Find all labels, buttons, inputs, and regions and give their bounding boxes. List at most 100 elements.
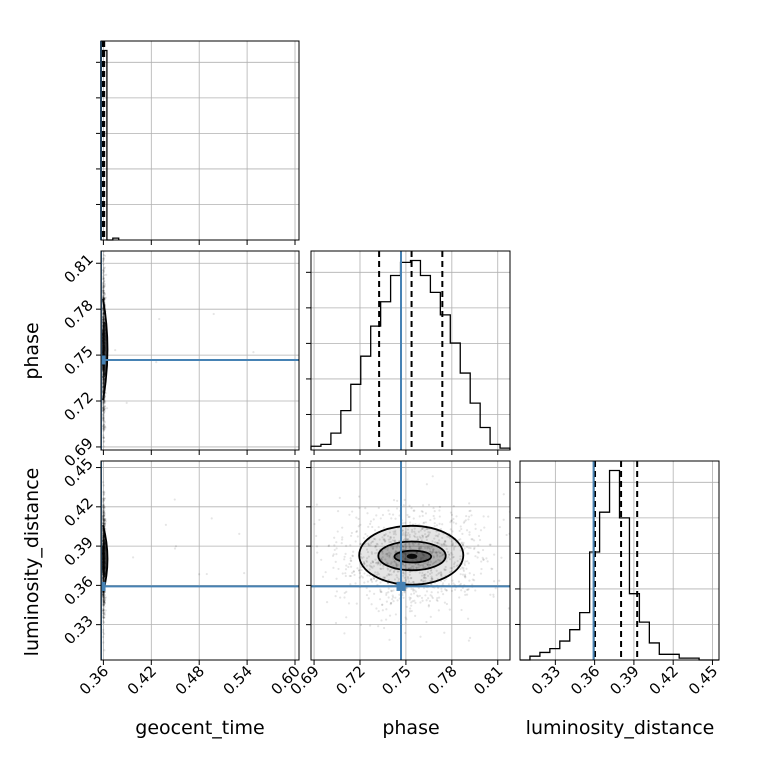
sample-point [103, 579, 106, 582]
sample-point [390, 589, 393, 593]
sample-point [371, 561, 375, 564]
sample-point [102, 378, 105, 381]
sample-point [444, 540, 447, 544]
sample-point [102, 522, 105, 525]
sample-point [102, 408, 106, 411]
sample-point [102, 504, 105, 507]
sample-point [404, 557, 407, 560]
sample-point [103, 649, 106, 652]
sample-point [349, 559, 352, 562]
sample-point [102, 315, 105, 318]
sample-point [102, 286, 105, 290]
sample-point [103, 523, 107, 526]
sample-point [419, 601, 422, 604]
sample-point [102, 315, 105, 319]
sample-point [102, 493, 106, 496]
x-tick-label: 0.72 [332, 662, 368, 698]
y-tick-label: 0.81 [60, 250, 96, 286]
sample-point [413, 527, 416, 530]
sample-point [374, 571, 377, 574]
sample-point [102, 296, 105, 299]
sample-point [351, 554, 354, 557]
sample-point [102, 269, 105, 272]
sample-point [102, 312, 105, 315]
x-tick-label: 0.36 [76, 662, 112, 698]
sample-point [102, 536, 105, 539]
sample-point [102, 318, 105, 321]
sample-point [102, 598, 105, 601]
sample-point [377, 525, 380, 529]
sample-point [102, 277, 105, 280]
sample-point [102, 417, 105, 420]
sample-point [476, 551, 479, 554]
sample-point [103, 399, 106, 403]
sample-point [381, 550, 384, 553]
sample-point [102, 521, 105, 524]
sample-point [403, 572, 406, 575]
sample-point [102, 429, 105, 432]
sample-point [102, 406, 105, 410]
sample-point [102, 317, 106, 320]
x-tick-label: 0.42 [646, 662, 682, 698]
sample-point [417, 530, 420, 533]
sample-point [492, 595, 495, 598]
sample-point [102, 600, 105, 603]
sample-point [101, 384, 105, 387]
sample-point [424, 521, 428, 524]
sample-point [388, 570, 392, 573]
sample-point [430, 577, 433, 580]
sample-point [385, 574, 389, 577]
sample-point [102, 522, 106, 525]
sample-point [101, 517, 105, 520]
panel-frame [310, 250, 511, 451]
sample-point [445, 577, 448, 581]
sample-point [383, 539, 386, 542]
sample-point [102, 579, 105, 582]
sample-point [408, 543, 411, 546]
sample-point [411, 559, 414, 562]
sample-point [380, 590, 383, 594]
sample-point [440, 573, 443, 576]
sample-point [392, 499, 396, 502]
sample-point [368, 590, 371, 593]
sample-point [401, 529, 404, 532]
y-tick-label: 0.78 [60, 296, 96, 332]
sample-point [435, 551, 438, 554]
sample-point [102, 510, 105, 513]
sample-point [370, 603, 373, 606]
sample-point [437, 550, 440, 553]
density-core [101, 321, 108, 378]
sample-point [363, 562, 366, 565]
sample-point [463, 590, 466, 593]
sample-point [103, 518, 106, 521]
sample-point [102, 257, 105, 261]
sample-point [426, 535, 429, 538]
sample-point [103, 519, 106, 522]
sample-point [386, 546, 389, 549]
sample-point [102, 406, 105, 409]
sample-point [468, 636, 472, 640]
sample-point [103, 407, 106, 411]
sample-point [461, 532, 464, 535]
sample-point [131, 556, 135, 559]
sample-point [102, 601, 105, 605]
sample-point [427, 604, 430, 607]
sample-point [415, 552, 418, 555]
sample-point [102, 379, 106, 382]
sample-point [418, 542, 421, 545]
sample-point [103, 273, 106, 277]
sample-point [102, 517, 105, 520]
sample-point [395, 507, 399, 510]
sample-point [394, 549, 397, 553]
sample-point [102, 497, 105, 500]
sample-point [102, 512, 105, 515]
sample-point [102, 318, 106, 321]
sample-point [102, 521, 105, 524]
sample-point [464, 573, 467, 576]
sample-point [479, 529, 483, 532]
panel-distance-hist: 0.33 0.36 0.39 0.42 0.45 [515, 460, 721, 698]
sample-point [498, 526, 501, 529]
sample-point [420, 574, 424, 577]
sample-point [438, 539, 441, 542]
sample-point [359, 542, 362, 545]
